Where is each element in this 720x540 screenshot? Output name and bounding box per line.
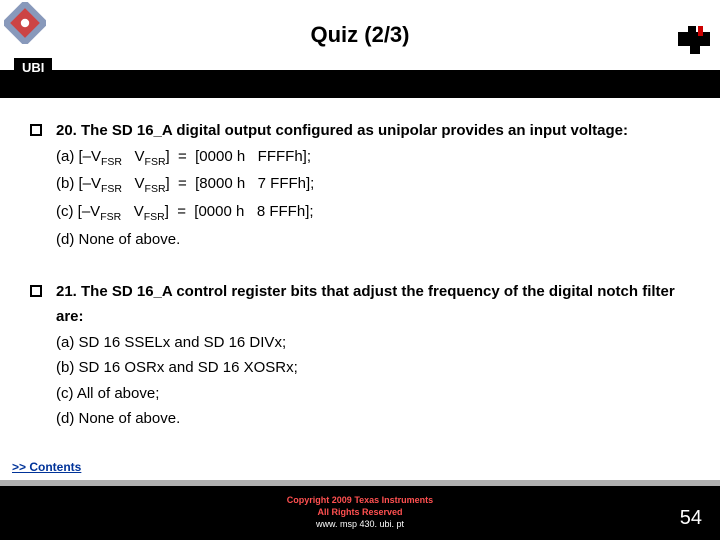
option-d: (d) None of above. xyxy=(56,227,690,253)
ti-logo-icon xyxy=(674,18,714,58)
option-c: (c) [–VFSR VFSR] = [0000 h 8 FFFh]; xyxy=(56,199,690,227)
question-prompt: 21. The SD 16_A control register bits th… xyxy=(56,283,675,326)
slide-content: 20. The SD 16_A digital output configure… xyxy=(0,98,720,432)
footer-blackbar: Copyright 2009 Texas Instruments All Rig… xyxy=(0,486,720,540)
header-bar: UBI xyxy=(0,70,720,98)
question-text: 21. The SD 16_A control register bits th… xyxy=(56,279,690,432)
university-crest-icon xyxy=(4,2,46,44)
slide-title: Quiz (2/3) xyxy=(0,22,720,48)
option-c: (c) All of above; xyxy=(56,381,690,407)
slide-header: Quiz (2/3) xyxy=(0,0,720,70)
footer-text: Copyright 2009 Texas Instruments All Rig… xyxy=(287,495,433,530)
option-d: (d) None of above. xyxy=(56,406,690,432)
ubi-badge: UBI xyxy=(14,58,52,77)
slide-footer: >> Contents Copyright 2009 Texas Instrum… xyxy=(0,480,720,540)
question-text: 20. The SD 16_A digital output configure… xyxy=(56,118,690,253)
page-number: 54 xyxy=(680,507,702,530)
option-b: (b) [–VFSR VFSR] = [8000 h 7 FFFh]; xyxy=(56,171,690,199)
question-prompt: 20. The SD 16_A digital output configure… xyxy=(56,122,628,139)
question-21: 21. The SD 16_A control register bits th… xyxy=(30,279,690,432)
bullet-icon xyxy=(30,285,42,297)
copyright-line: Copyright 2009 Texas Instruments xyxy=(287,495,433,505)
contents-link[interactable]: >> Contents xyxy=(10,460,83,474)
option-a: (a) [–VFSR VFSR] = [0000 h FFFFh]; xyxy=(56,144,690,172)
url-line: www. msp 430. ubi. pt xyxy=(316,519,404,529)
option-a: (a) SD 16 SSELx and SD 16 DIVx; xyxy=(56,330,690,356)
rights-line: All Rights Reserved xyxy=(317,507,402,517)
bullet-icon xyxy=(30,124,42,136)
option-b: (b) SD 16 OSRx and SD 16 XOSRx; xyxy=(56,355,690,381)
question-20: 20. The SD 16_A digital output configure… xyxy=(30,118,690,253)
